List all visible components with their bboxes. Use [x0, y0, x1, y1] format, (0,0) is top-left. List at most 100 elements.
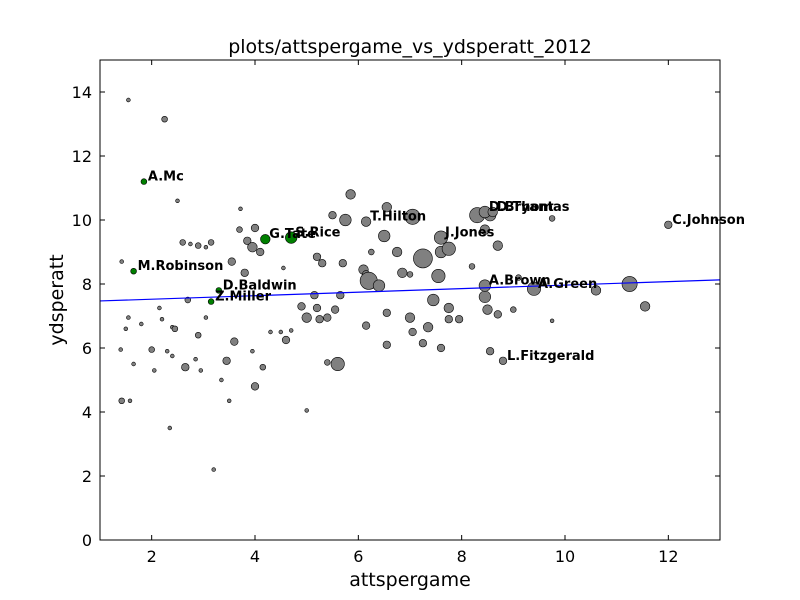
data-point: [436, 343, 446, 353]
data-point: [427, 293, 440, 307]
data-point: [441, 241, 456, 256]
data-point: [240, 268, 249, 277]
data-point: [362, 321, 371, 330]
data-point: [392, 246, 403, 258]
x-tick-label: 6: [353, 547, 363, 566]
data-point: [165, 349, 170, 354]
data-point: [312, 303, 322, 313]
y-tick-label: 10: [72, 211, 92, 230]
x-tick-label: 12: [658, 547, 678, 566]
data-point: [413, 248, 433, 269]
data-point: [330, 356, 345, 371]
data-point: [181, 363, 190, 372]
data-point: [289, 328, 294, 333]
data-point: [203, 245, 209, 250]
point-label: A.Mc: [148, 170, 184, 185]
point-label: C.Johnson: [672, 213, 745, 228]
data-point: [175, 198, 180, 204]
data-point: [479, 224, 491, 235]
data-point: [195, 332, 202, 339]
data-point: [119, 259, 124, 264]
data-point: [433, 230, 448, 245]
data-point: [281, 335, 291, 345]
data-point: [468, 263, 476, 270]
y-tick-label: 12: [72, 147, 92, 166]
data-point: [498, 356, 508, 365]
y-tick-label: 8: [82, 275, 92, 294]
data-point: [238, 206, 243, 212]
data-point: [250, 223, 260, 233]
data-point: [126, 315, 131, 320]
y-axis-label: ydsperatt: [46, 254, 68, 345]
point-label: Z.Miller: [215, 290, 271, 305]
data-point: [345, 189, 356, 200]
data-point: [404, 312, 416, 323]
data-point: [526, 281, 541, 296]
x-tick-label: 8: [457, 547, 467, 566]
data-point: [268, 329, 273, 335]
data-point: [590, 285, 602, 296]
y-tick-label: 14: [72, 83, 92, 102]
data-point: [131, 361, 136, 367]
point-label: T.Hilton: [370, 210, 426, 225]
data-point: [193, 357, 198, 362]
data-point: [331, 305, 340, 314]
data-point: [247, 242, 258, 253]
data-point: [443, 302, 454, 314]
data-point: [148, 346, 155, 353]
data-point: [179, 239, 186, 246]
data-point: [304, 408, 309, 413]
data-point: [118, 347, 123, 352]
data-point: [381, 202, 392, 213]
data-point: [361, 216, 372, 227]
data-point: [215, 287, 223, 294]
data-point: [170, 353, 175, 359]
data-point: [227, 257, 236, 266]
data-point: [167, 425, 173, 431]
data-point: [549, 318, 555, 323]
plot-frame: [99, 59, 721, 541]
data-point: [123, 326, 129, 331]
regression-line: [100, 279, 720, 302]
data-point: [548, 215, 556, 222]
data-point: [328, 211, 337, 220]
data-point: [372, 279, 386, 292]
point-label: J.Jones: [444, 226, 495, 241]
data-point: [397, 267, 408, 278]
data-point: [382, 340, 391, 349]
data-point: [493, 310, 502, 319]
data-point: [423, 322, 434, 333]
data-point: [260, 234, 271, 245]
y-tick-label: 2: [82, 467, 92, 486]
data-point: [482, 304, 493, 315]
data-point: [431, 268, 446, 283]
y-tick-label: 6: [82, 339, 92, 358]
data-point: [198, 368, 204, 373]
data-point: [378, 229, 391, 243]
data-point: [444, 315, 453, 324]
data-point: [418, 339, 428, 348]
data-point: [278, 329, 283, 335]
data-point: [159, 317, 165, 322]
x-tick-label: 4: [250, 547, 260, 566]
data-point: [406, 271, 414, 278]
x-axis-label: attspergame: [349, 569, 471, 591]
data-point: [207, 239, 215, 246]
y-tick-label: 0: [82, 531, 92, 550]
data-point: [250, 349, 255, 354]
data-point: [219, 377, 224, 383]
point-label: D.Thomas: [497, 200, 570, 215]
data-point: [487, 206, 498, 218]
data-points: [118, 97, 673, 472]
point-label: G.Tate: [269, 227, 316, 242]
x-tick-label: 10: [555, 547, 575, 566]
data-point: [126, 97, 131, 103]
data-point: [203, 315, 209, 320]
data-point: [227, 398, 232, 403]
data-point: [297, 302, 306, 311]
data-point: [259, 364, 266, 371]
data-point: [285, 231, 298, 244]
data-point: [312, 252, 322, 261]
data-point: [130, 268, 137, 275]
data-point: [243, 236, 252, 245]
